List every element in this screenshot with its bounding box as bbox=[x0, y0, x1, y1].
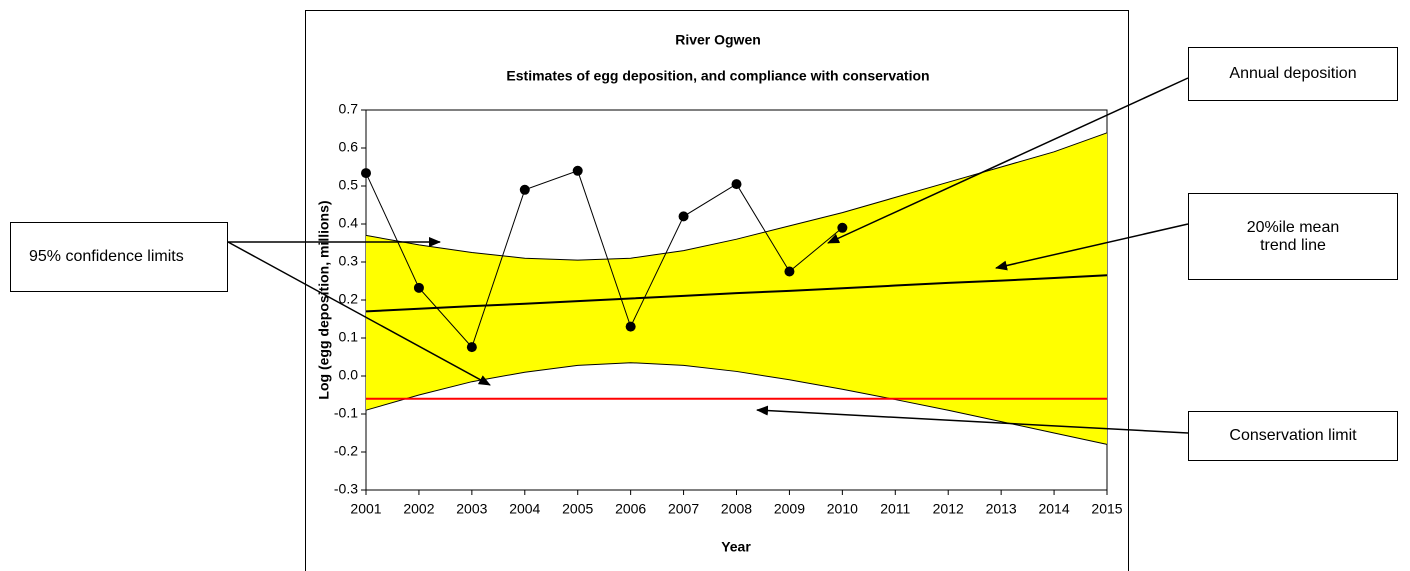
series-line bbox=[365, 170, 843, 349]
y-tick-label: 0.4 bbox=[339, 215, 359, 231]
series-marker bbox=[519, 184, 530, 195]
callout-annual: Annual deposition bbox=[1188, 47, 1398, 101]
x-tick-label: 2013 bbox=[986, 501, 1017, 517]
series-marker bbox=[784, 266, 795, 277]
series-marker bbox=[361, 168, 371, 179]
x-tick-label: 2005 bbox=[562, 501, 593, 517]
x-tick-label: 2014 bbox=[1038, 501, 1069, 517]
x-tick-label: 2012 bbox=[933, 501, 964, 517]
callout-confidence: 95% confidence limits bbox=[10, 222, 228, 292]
callout-arrow bbox=[227, 241, 491, 386]
y-tick-label: 0.0 bbox=[339, 367, 359, 383]
x-tick-label: 2008 bbox=[721, 501, 752, 517]
y-tick-label: 0.3 bbox=[339, 253, 359, 269]
x-axis-label: Year bbox=[721, 539, 751, 555]
chart-title: River Ogwen bbox=[675, 32, 761, 48]
y-tick-label: -0.2 bbox=[334, 443, 358, 459]
y-axis-label: Log (egg deposition, millions) bbox=[316, 200, 332, 399]
series-marker bbox=[625, 321, 636, 332]
x-tick-label: 2004 bbox=[509, 501, 540, 517]
series-marker bbox=[413, 282, 424, 293]
y-tick-label: -0.3 bbox=[334, 481, 358, 497]
y-tick-label: 0.1 bbox=[339, 329, 359, 345]
y-tick-label: 0.7 bbox=[339, 101, 359, 117]
callout-conservation: Conservation limit bbox=[1188, 411, 1398, 461]
x-tick-label: 2007 bbox=[668, 501, 699, 517]
chart-subtitle: Estimates of egg deposition, and complia… bbox=[506, 68, 929, 84]
series-marker bbox=[572, 165, 583, 176]
x-tick-label: 2006 bbox=[615, 501, 646, 517]
series-line bbox=[365, 274, 1108, 313]
callout-arrow bbox=[756, 405, 1189, 434]
x-tick-label: 2002 bbox=[403, 501, 434, 517]
series-marker bbox=[837, 222, 848, 233]
x-tick-label: 2009 bbox=[774, 501, 805, 517]
y-tick-label: 0.6 bbox=[339, 139, 359, 155]
x-tick-label: 2003 bbox=[456, 501, 487, 517]
callout-trend: 20%ile mean trend line bbox=[1188, 193, 1398, 280]
series-marker bbox=[731, 179, 742, 190]
confidence-band bbox=[366, 132, 1107, 445]
x-tick-label: 2015 bbox=[1091, 501, 1122, 517]
series-marker bbox=[678, 211, 689, 222]
callout-arrow bbox=[995, 223, 1189, 271]
callout-arrows bbox=[227, 77, 1189, 434]
x-tick-label: 2011 bbox=[880, 501, 910, 517]
y-tick-label: -0.1 bbox=[334, 405, 358, 421]
y-tick-label: 0.2 bbox=[339, 291, 359, 307]
x-tick-label: 2001 bbox=[350, 501, 381, 517]
callout-arrow bbox=[827, 77, 1189, 244]
series-marker bbox=[466, 342, 477, 353]
x-tick-label: 2010 bbox=[827, 501, 858, 517]
y-tick-label: 0.5 bbox=[339, 177, 359, 193]
